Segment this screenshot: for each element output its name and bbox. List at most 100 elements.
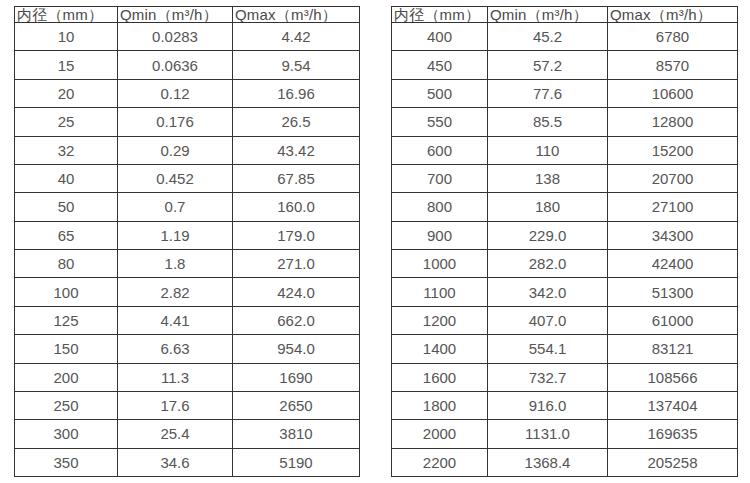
table-cell: 500 xyxy=(392,79,488,107)
table-cell: 10600 xyxy=(608,79,738,107)
table-cell: 6.63 xyxy=(118,335,233,363)
table-cell: 65 xyxy=(15,221,118,249)
table-row: 900229.034300 xyxy=(392,221,738,249)
table-cell: 20 xyxy=(15,79,118,107)
header-row: 内径（mm）Qmin（m³/h）Qmax（m³/h） xyxy=(392,7,738,23)
table-cell: 1000 xyxy=(392,250,488,278)
table-cell: 51300 xyxy=(608,278,738,306)
table-cell: 34300 xyxy=(608,221,738,249)
table-cell: 150 xyxy=(15,335,118,363)
table-cell: 108566 xyxy=(608,363,738,391)
table-row: 22001368.4205258 xyxy=(392,448,738,476)
table-cell: 5190 xyxy=(233,448,360,476)
table-cell: 350 xyxy=(15,448,118,476)
table-cell: 6780 xyxy=(608,23,738,51)
table-cell: 0.0283 xyxy=(118,23,233,51)
table-cell: 300 xyxy=(15,420,118,448)
table-cell: 2000 xyxy=(392,420,488,448)
table-cell: 4.41 xyxy=(118,306,233,334)
table-cell: 2200 xyxy=(392,448,488,476)
table-cell: 67.85 xyxy=(233,164,360,192)
table-row: 320.2943.42 xyxy=(15,136,360,164)
table-cell: 9.54 xyxy=(233,51,360,79)
table-cell: 1400 xyxy=(392,335,488,363)
table-cell: 662.0 xyxy=(233,306,360,334)
table-row: 35034.65190 xyxy=(15,448,360,476)
table-cell: 0.176 xyxy=(118,108,233,136)
table-cell: 0.12 xyxy=(118,79,233,107)
table-cell: 137404 xyxy=(608,391,738,419)
table-cell: 40 xyxy=(15,164,118,192)
table-cell: 1100 xyxy=(392,278,488,306)
header-cell: Qmin（m³/h） xyxy=(118,7,233,23)
table-cell: 554.1 xyxy=(488,335,608,363)
table-cell: 600 xyxy=(392,136,488,164)
table-row: 1100342.051300 xyxy=(392,278,738,306)
header-cell: Qmin（m³/h） xyxy=(488,7,608,23)
flow-rate-spec-page: 内径（mm）Qmin（m³/h）Qmax（m³/h） 100.02834.421… xyxy=(0,0,750,483)
table-cell: 27100 xyxy=(608,193,738,221)
table-row: 1800916.0137404 xyxy=(392,391,738,419)
table-cell: 50 xyxy=(15,193,118,221)
table-cell: 954.0 xyxy=(233,335,360,363)
table-cell: 138 xyxy=(488,164,608,192)
table-cell: 16.96 xyxy=(233,79,360,107)
table-header-row: 内径（mm）Qmin（m³/h）Qmax（m³/h） xyxy=(392,7,738,23)
table-body: 100.02834.42150.06369.54200.1216.96250.1… xyxy=(15,23,360,477)
table-cell: 11.3 xyxy=(118,363,233,391)
table-cell: 400 xyxy=(392,23,488,51)
table-row: 1002.82424.0 xyxy=(15,278,360,306)
table-cell: 250 xyxy=(15,391,118,419)
table-cell: 200 xyxy=(15,363,118,391)
table-cell: 900 xyxy=(392,221,488,249)
table-cell: 42400 xyxy=(608,250,738,278)
table-cell: 15 xyxy=(15,51,118,79)
table-cell: 125 xyxy=(15,306,118,334)
table-row: 1200407.061000 xyxy=(392,306,738,334)
table-cell: 916.0 xyxy=(488,391,608,419)
table-cell: 2.82 xyxy=(118,278,233,306)
table-row: 20001131.0169635 xyxy=(392,420,738,448)
table-row: 500.7160.0 xyxy=(15,193,360,221)
table-cell: 0.452 xyxy=(118,164,233,192)
table-cell: 3810 xyxy=(233,420,360,448)
table-body: 40045.2678045057.2857050077.61060055085.… xyxy=(392,23,738,477)
table-cell: 1200 xyxy=(392,306,488,334)
header-cell: Qmax（m³/h） xyxy=(608,7,738,23)
table-row: 80018027100 xyxy=(392,193,738,221)
table-row: 100.02834.42 xyxy=(15,23,360,51)
table-row: 70013820700 xyxy=(392,164,738,192)
table-cell: 179.0 xyxy=(233,221,360,249)
table-cell: 34.6 xyxy=(118,448,233,476)
header-cell: 内径（mm） xyxy=(15,7,118,23)
table-cell: 282.0 xyxy=(488,250,608,278)
table-cell: 100 xyxy=(15,278,118,306)
table-cell: 80 xyxy=(15,250,118,278)
table-row: 30025.43810 xyxy=(15,420,360,448)
table-cell: 83121 xyxy=(608,335,738,363)
table-cell: 25 xyxy=(15,108,118,136)
table-cell: 450 xyxy=(392,51,488,79)
table-cell: 26.5 xyxy=(233,108,360,136)
table-row: 1254.41662.0 xyxy=(15,306,360,334)
table-cell: 1600 xyxy=(392,363,488,391)
table-cell: 342.0 xyxy=(488,278,608,306)
table-row: 55085.512800 xyxy=(392,108,738,136)
table-cell: 12800 xyxy=(608,108,738,136)
table-cell: 20700 xyxy=(608,164,738,192)
table-row: 1600732.7108566 xyxy=(392,363,738,391)
table-cell: 17.6 xyxy=(118,391,233,419)
table-header-row: 内径（mm）Qmin（m³/h）Qmax（m³/h） xyxy=(15,7,360,23)
table-row: 200.1216.96 xyxy=(15,79,360,107)
table-cell: 15200 xyxy=(608,136,738,164)
table-cell: 800 xyxy=(392,193,488,221)
table-cell: 110 xyxy=(488,136,608,164)
table-cell: 1690 xyxy=(233,363,360,391)
table-cell: 10 xyxy=(15,23,118,51)
table-row: 400.45267.85 xyxy=(15,164,360,192)
table-cell: 700 xyxy=(392,164,488,192)
table-cell: 1800 xyxy=(392,391,488,419)
table-cell: 8570 xyxy=(608,51,738,79)
table-cell: 1.19 xyxy=(118,221,233,249)
table-cell: 85.5 xyxy=(488,108,608,136)
